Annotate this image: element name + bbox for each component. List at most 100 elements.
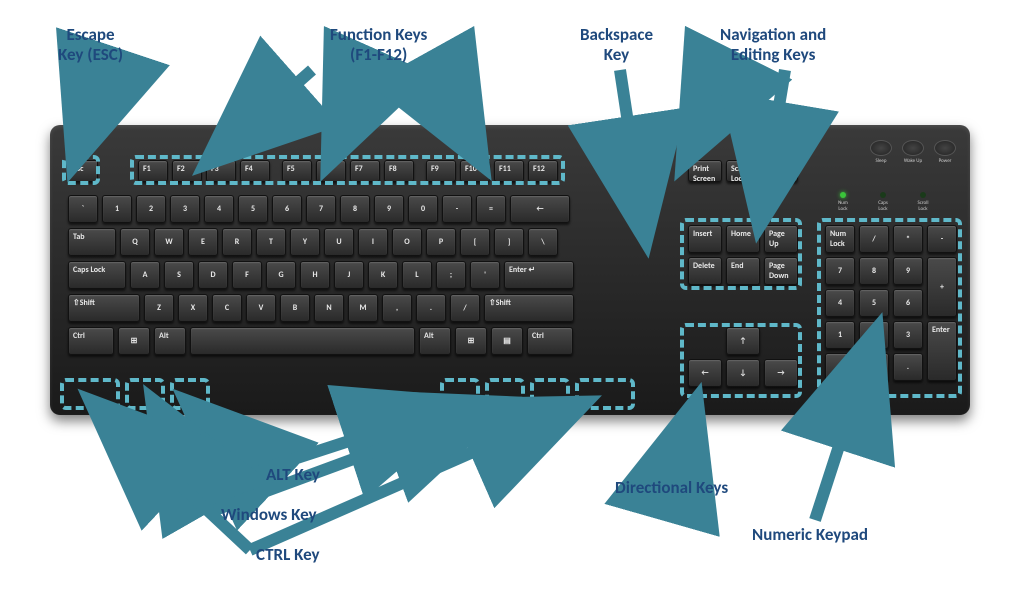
ralt-key[interactable]: Alt xyxy=(419,327,451,355)
np-r4-1[interactable]: 2 xyxy=(859,321,889,349)
power-btn-1[interactable] xyxy=(902,140,924,156)
numrow-3-key[interactable]: 3 xyxy=(170,195,200,223)
nav-top-2[interactable]: Pause xyxy=(764,160,798,182)
np-r3-1[interactable]: 5 xyxy=(859,289,889,317)
caps-key[interactable]: Caps Lock xyxy=(68,261,126,289)
numrow-8-key[interactable]: 8 xyxy=(340,195,370,223)
np-0-key[interactable]: 0 xyxy=(825,353,889,381)
np-r2-0[interactable]: 7 xyxy=(825,257,855,285)
f7-key[interactable]: F7 xyxy=(350,160,380,182)
zxcv-3-key[interactable]: V xyxy=(246,294,276,322)
left-key[interactable]: ← xyxy=(688,359,722,387)
numrow-5-key[interactable]: 5 xyxy=(238,195,268,223)
np-r4-0[interactable]: 1 xyxy=(825,321,855,349)
rshift-key[interactable]: ⇧Shift xyxy=(484,294,574,322)
nav-top-0[interactable]: PrintScreen xyxy=(688,160,722,182)
space-key[interactable] xyxy=(190,327,415,355)
asdf-10-key[interactable]: ' xyxy=(470,261,500,289)
f3-key[interactable]: F3 xyxy=(206,160,236,182)
np-r2-1[interactable]: 8 xyxy=(859,257,889,285)
rwin-key[interactable]: ⊞ xyxy=(455,327,487,355)
np-r4-2[interactable]: 3 xyxy=(893,321,923,349)
nav-top-1[interactable]: ScrollLock xyxy=(726,160,760,182)
f1-key[interactable]: F1 xyxy=(138,160,168,182)
np-r3-0[interactable]: 4 xyxy=(825,289,855,317)
qwerty-\-key[interactable]: \ xyxy=(528,228,558,256)
zxcv-5-key[interactable]: N xyxy=(314,294,344,322)
asdf-4-key[interactable]: G xyxy=(266,261,296,289)
numrow-4-key[interactable]: 4 xyxy=(204,195,234,223)
numrow-0-key[interactable]: ` xyxy=(68,195,98,223)
np-dot-key[interactable]: . xyxy=(893,353,923,381)
zxcv-9-key[interactable]: / xyxy=(450,294,480,322)
np-r1-3[interactable]: - xyxy=(927,225,957,253)
qwerty-]-key[interactable]: ] xyxy=(494,228,524,256)
asdf-6-key[interactable]: J xyxy=(334,261,364,289)
right-key[interactable]: → xyxy=(764,359,798,387)
numrow-2-key[interactable]: 2 xyxy=(136,195,166,223)
qwerty-Q-key[interactable]: Q xyxy=(120,228,150,256)
nav-bot-0[interactable]: Delete xyxy=(688,257,722,285)
f8-key[interactable]: F8 xyxy=(384,160,414,182)
np-r1-0[interactable]: NumLock xyxy=(825,225,855,253)
asdf-5-key[interactable]: H xyxy=(300,261,330,289)
numrow-12-key[interactable]: = xyxy=(476,195,506,223)
zxcv-8-key[interactable]: . xyxy=(416,294,446,322)
tab-key[interactable]: Tab xyxy=(68,228,116,256)
qwerty-I-key[interactable]: I xyxy=(358,228,388,256)
np-r1-2[interactable]: * xyxy=(893,225,923,253)
numrow-10-key[interactable]: 0 xyxy=(408,195,438,223)
asdf-0-key[interactable]: A xyxy=(130,261,160,289)
qwerty-W-key[interactable]: W xyxy=(154,228,184,256)
enter-key[interactable]: Enter ↵ xyxy=(504,261,574,289)
np-r2-2[interactable]: 9 xyxy=(893,257,923,285)
f10-key[interactable]: F10 xyxy=(460,160,490,182)
zxcv-1-key[interactable]: X xyxy=(178,294,208,322)
np-r1-1[interactable]: / xyxy=(859,225,889,253)
nav-bot-2[interactable]: PageDown xyxy=(764,257,798,285)
f12-key[interactable]: F12 xyxy=(528,160,558,182)
asdf-2-key[interactable]: D xyxy=(198,261,228,289)
up-key[interactable]: ↑ xyxy=(726,327,760,355)
nav-mid-2[interactable]: PageUp xyxy=(764,225,798,253)
backspace-key[interactable]: ← xyxy=(510,195,570,223)
f2-key[interactable]: F2 xyxy=(172,160,202,182)
asdf-8-key[interactable]: L xyxy=(402,261,432,289)
numrow-11-key[interactable]: - xyxy=(442,195,472,223)
nav-bot-1[interactable]: End xyxy=(726,257,760,285)
qwerty-P-key[interactable]: P xyxy=(426,228,456,256)
numrow-9-key[interactable]: 9 xyxy=(374,195,404,223)
qwerty-O-key[interactable]: O xyxy=(392,228,422,256)
asdf-9-key[interactable]: ; xyxy=(436,261,466,289)
f6-key[interactable]: F6 xyxy=(316,160,346,182)
asdf-1-key[interactable]: S xyxy=(164,261,194,289)
menu-key[interactable]: ▤ xyxy=(491,327,523,355)
np-enter-key[interactable]: Enter xyxy=(927,321,957,381)
lctrl-key[interactable]: Ctrl xyxy=(68,327,114,355)
qwerty-E-key[interactable]: E xyxy=(188,228,218,256)
zxcv-0-key[interactable]: Z xyxy=(144,294,174,322)
numrow-6-key[interactable]: 6 xyxy=(272,195,302,223)
esc-key[interactable]: Esc xyxy=(68,160,98,182)
asdf-3-key[interactable]: F xyxy=(232,261,262,289)
f5-key[interactable]: F5 xyxy=(282,160,312,182)
qwerty-Y-key[interactable]: Y xyxy=(290,228,320,256)
zxcv-2-key[interactable]: C xyxy=(212,294,242,322)
f4-key[interactable]: F4 xyxy=(240,160,270,182)
qwerty-U-key[interactable]: U xyxy=(324,228,354,256)
zxcv-4-key[interactable]: B xyxy=(280,294,310,322)
numrow-7-key[interactable]: 7 xyxy=(306,195,336,223)
power-btn-0[interactable] xyxy=(870,140,892,156)
lwin-key[interactable]: ⊞ xyxy=(118,327,150,355)
np-plus-key[interactable]: + xyxy=(927,257,957,317)
zxcv-7-key[interactable]: , xyxy=(382,294,412,322)
lalt-key[interactable]: Alt xyxy=(154,327,186,355)
qwerty-R-key[interactable]: R xyxy=(222,228,252,256)
asdf-7-key[interactable]: K xyxy=(368,261,398,289)
nav-mid-0[interactable]: Insert xyxy=(688,225,722,253)
down-key[interactable]: ↓ xyxy=(726,359,760,387)
zxcv-6-key[interactable]: M xyxy=(348,294,378,322)
f9-key[interactable]: F9 xyxy=(426,160,456,182)
rctrl-key[interactable]: Ctrl xyxy=(527,327,573,355)
qwerty-[-key[interactable]: [ xyxy=(460,228,490,256)
